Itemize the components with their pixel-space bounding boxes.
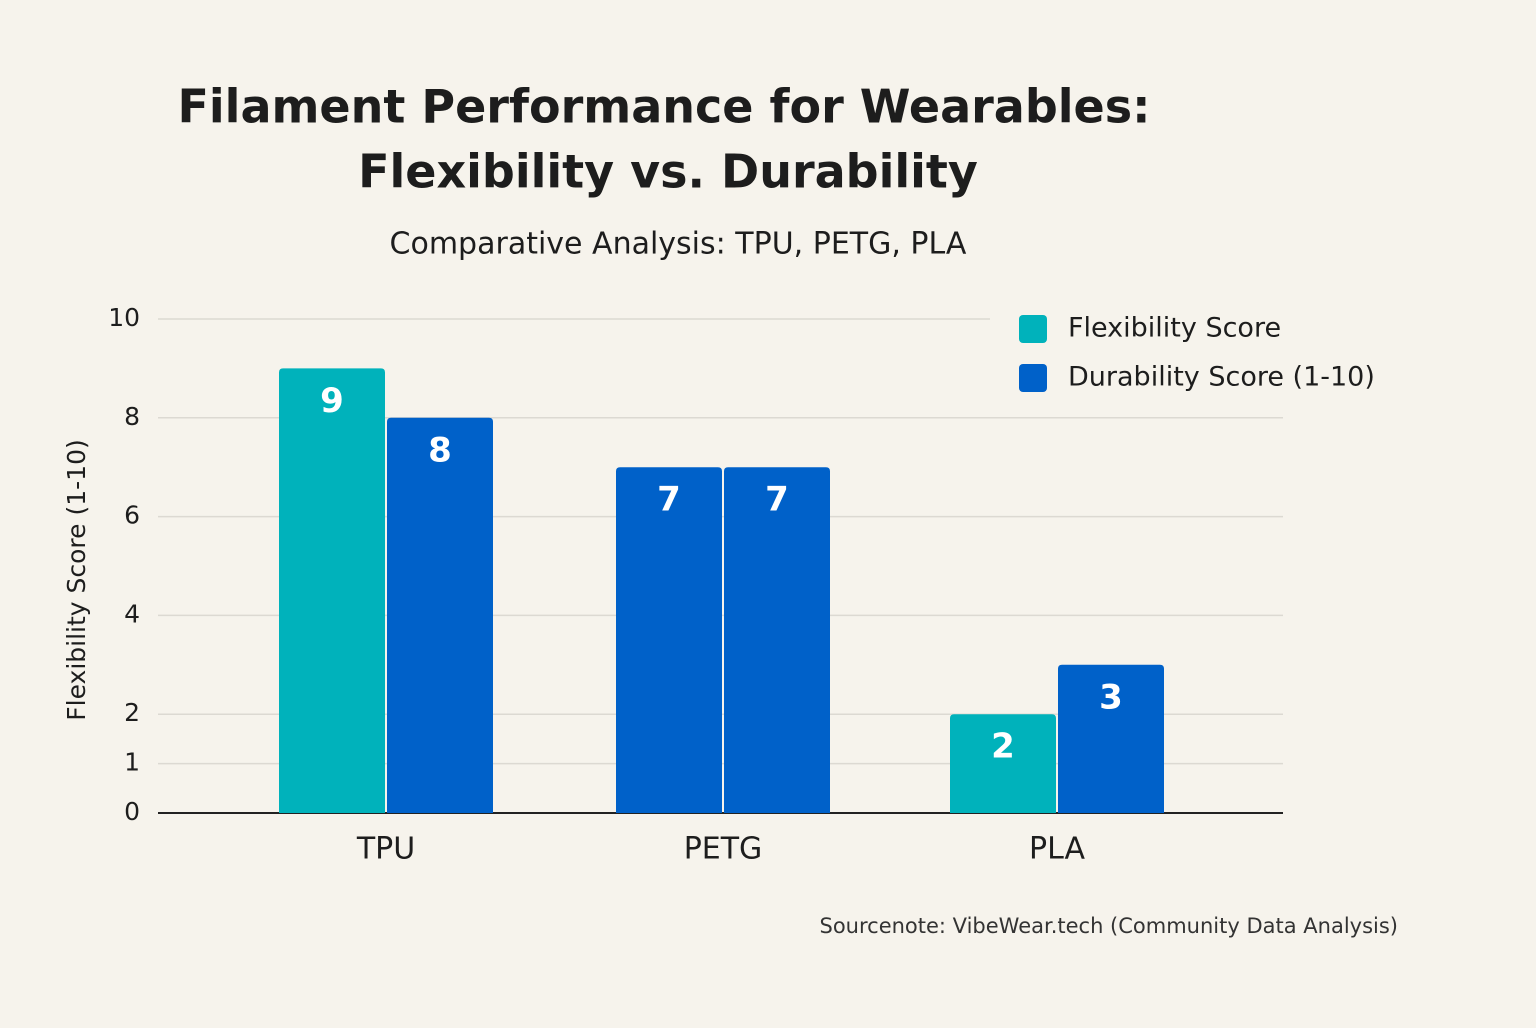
y-axis-label: Flexibility Score (1-10) xyxy=(62,439,91,720)
x-tick-label: PLA xyxy=(1029,832,1085,867)
y-tick-label: 2 xyxy=(124,698,140,727)
bar xyxy=(950,714,1056,813)
bar xyxy=(387,417,493,813)
legend-label: Flexibility Score xyxy=(1068,313,1281,344)
value-label: 3 xyxy=(1099,677,1123,717)
y-tick-label: 10 xyxy=(108,303,140,332)
chart-title: Flexibility vs. Durability xyxy=(358,145,978,199)
chart-subtitle: Comparative Analysis: TPU, PETG, PLA xyxy=(390,227,967,262)
value-label: 7 xyxy=(657,480,681,520)
legend-swatch xyxy=(1019,315,1047,343)
x-tick-label: PETG xyxy=(684,832,763,867)
x-tick-label: TPU xyxy=(356,832,415,867)
bar xyxy=(616,467,722,813)
y-tick-label: 4 xyxy=(124,599,140,628)
value-label: 9 xyxy=(320,381,344,421)
value-label: 8 xyxy=(428,430,452,470)
value-label: 2 xyxy=(991,727,1015,767)
legend-background xyxy=(990,300,1370,405)
y-tick-label: 6 xyxy=(124,501,140,530)
legend-swatch xyxy=(1019,364,1047,392)
bar xyxy=(724,467,830,813)
value-label: 7 xyxy=(765,480,789,520)
y-tick-label: 0 xyxy=(124,797,140,826)
source-note: Sourcenote: VibeWear.tech (Community Dat… xyxy=(819,914,1398,938)
legend-label: Durability Score (1-10) xyxy=(1068,362,1375,393)
chart-title: Filament Performance for Wearables: xyxy=(177,80,1150,134)
y-tick-label: 1 xyxy=(124,748,140,777)
y-tick-label: 8 xyxy=(124,402,140,431)
bar xyxy=(1058,664,1164,813)
bar xyxy=(279,368,385,813)
